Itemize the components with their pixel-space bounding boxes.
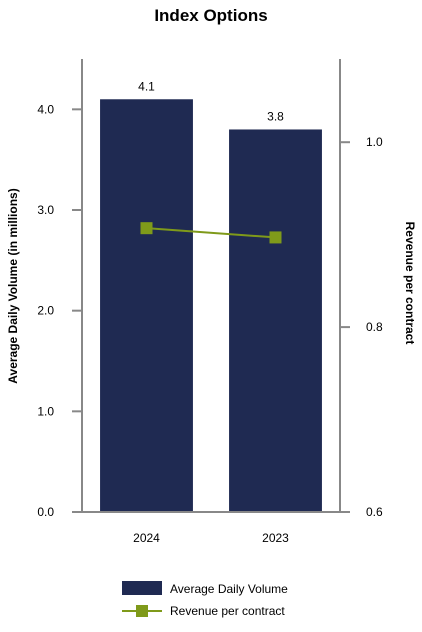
right-tick-label: 0.8: [366, 320, 383, 334]
legend-item-bar: Average Daily Volume: [122, 581, 288, 596]
x-tick-label-2024: 2024: [133, 531, 160, 545]
x-axis-ticks: 2024 2023: [133, 531, 289, 545]
revenue-marker-2024: [140, 222, 153, 235]
legend: Average Daily Volume Revenue per contrac…: [122, 581, 288, 618]
data-label-2024: 4.1: [138, 79, 155, 93]
plot-area: 4.1 3.8: [100, 79, 322, 513]
legend-item-line: Revenue per contract: [122, 604, 285, 618]
legend-label-bar: Average Daily Volume: [170, 582, 288, 596]
legend-swatch-marker: [136, 605, 148, 617]
left-tick-label: 4.0: [37, 102, 54, 116]
data-label-2023: 3.8: [267, 109, 284, 123]
right-axis-title: Revenue per contract: [403, 222, 417, 345]
left-tick-label: 1.0: [37, 404, 54, 418]
left-tick-label: 0.0: [37, 505, 54, 519]
left-tick-label: 2.0: [37, 304, 54, 318]
bar-2024: [100, 99, 193, 513]
left-tick-label: 3.0: [37, 203, 54, 217]
left-axis-title: Average Daily Volume (in millions): [6, 188, 20, 383]
revenue-line: [146, 227, 276, 239]
revenue-marker-2023: [269, 231, 282, 244]
legend-swatch-bar: [122, 581, 162, 595]
bar-2023: [229, 129, 322, 512]
left-axis-ticks: 0.0 1.0 2.0 3.0 4.0: [37, 102, 82, 519]
right-tick-label: 0.6: [366, 505, 383, 519]
right-axis-ticks: 0.6 0.8 1.0: [340, 135, 383, 519]
right-tick-label: 1.0: [366, 135, 383, 149]
chart-title: Index Options: [154, 6, 267, 25]
x-tick-label-2023: 2023: [262, 531, 289, 545]
legend-label-line: Revenue per contract: [170, 604, 285, 618]
